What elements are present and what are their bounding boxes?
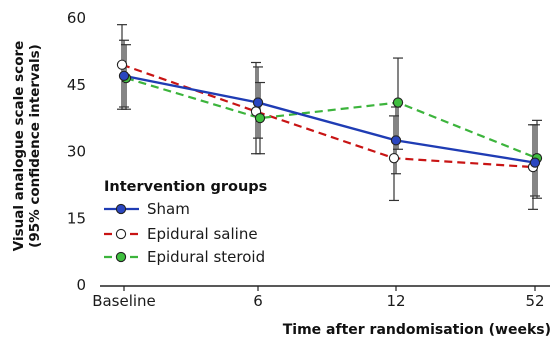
data-point [390,135,402,146]
series-line [125,77,538,160]
data-point [118,70,130,81]
data-points [116,59,543,173]
series-lines [121,63,538,169]
data-point [388,153,400,164]
legend-marker [115,228,127,240]
y-axis-label: Visual analogue scale score (95% confide… [11,41,43,252]
series-line [123,74,536,164]
data-point [116,59,128,70]
x-tick-label: 52 [525,292,544,310]
x-axis-ticks: Baseline 6 12 52 [92,286,545,310]
y-tick-label: 45 [67,76,86,94]
y-axis-label-line-2: (95% confidence intervals) [27,44,43,248]
legend: Intervention groups Sham Epidural saline E… [104,179,267,266]
y-tick-label: 0 [76,276,86,294]
y-axis-label-line-1: Visual analogue scale score [11,41,27,252]
x-tick-label: Baseline [92,292,156,310]
legend-label: Sham [147,200,190,218]
x-tick-label: 12 [386,292,405,310]
data-point [254,112,266,124]
legend-marker [115,203,127,215]
data-point [252,97,264,108]
data-point [392,97,404,108]
y-tick-label: 15 [67,209,86,227]
y-tick-label: 60 [67,9,86,27]
y-axis-ticks: 0 15 30 45 60 [67,9,86,294]
legend-label: Epidural steroid [147,248,265,266]
x-axis-label: Time after randomisation (weeks) [283,322,551,338]
x-tick-label: 6 [253,292,263,310]
legend-label: Epidural saline [147,225,258,243]
legend-title: Intervention groups [104,179,267,195]
data-point [529,157,541,168]
y-tick-label: 30 [67,143,86,161]
legend-marker [115,251,127,263]
